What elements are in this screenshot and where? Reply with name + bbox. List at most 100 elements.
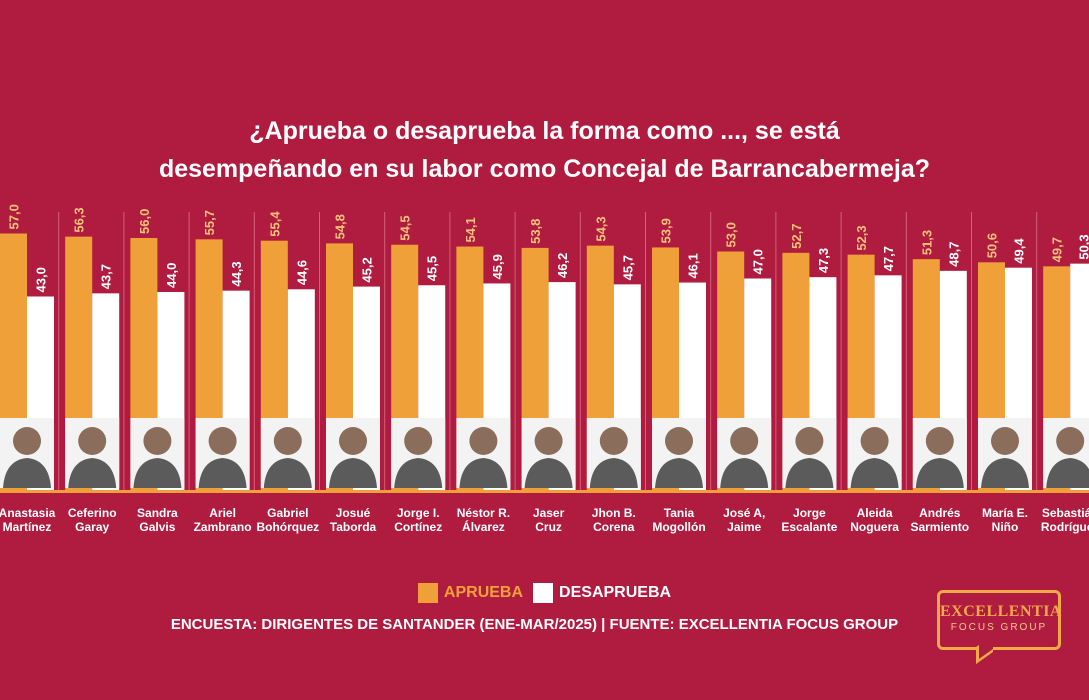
category-label: Jorge bbox=[793, 506, 826, 520]
data-label-approve: 53,8 bbox=[528, 219, 543, 244]
candidate-photo-body bbox=[589, 458, 638, 488]
candidate-photo-head bbox=[1056, 427, 1085, 455]
category-label: Anastasia bbox=[0, 506, 56, 520]
legend: APRUEBA DESAPRUEBA bbox=[0, 583, 1089, 603]
legend-item-disapprove: DESAPRUEBA bbox=[533, 583, 671, 603]
data-label-approve: 54,5 bbox=[398, 215, 413, 240]
category-label: Niño bbox=[992, 520, 1019, 534]
data-label-approve: 52,7 bbox=[789, 224, 804, 249]
category-label: Néstor R. bbox=[457, 506, 510, 520]
legend-swatch-approve bbox=[417, 583, 438, 603]
category-label: Cortínez bbox=[394, 520, 442, 534]
chart-title: ¿Aprueba o desaprueba la forma como ...,… bbox=[0, 112, 1089, 188]
category-label: Ariel bbox=[209, 506, 236, 520]
data-label-disapprove: 47,3 bbox=[816, 248, 831, 273]
category-label: Garay bbox=[75, 520, 109, 534]
category-label: Andrés bbox=[919, 506, 961, 520]
candidate-photo-head bbox=[208, 427, 237, 455]
data-label-approve: 56,3 bbox=[72, 207, 87, 232]
candidate-photo-head bbox=[599, 427, 628, 455]
category-label: Martínez bbox=[3, 520, 52, 534]
candidate-photo-head bbox=[404, 427, 433, 455]
data-label-approve: 51,3 bbox=[919, 230, 934, 255]
candidate-photo-body bbox=[655, 458, 703, 488]
category-label: Jorge I. bbox=[397, 506, 440, 520]
category-label: Jaser bbox=[533, 506, 565, 520]
logo-line-2: FOCUS GROUP bbox=[950, 622, 1048, 633]
category-label: Sebastián bbox=[1042, 506, 1089, 520]
candidate-photo-body bbox=[394, 458, 443, 488]
data-label-disapprove: 49,4 bbox=[1012, 238, 1027, 264]
candidate-photo-head bbox=[273, 427, 302, 455]
category-label: Bohórquez bbox=[256, 520, 319, 534]
data-label-disapprove: 50,3 bbox=[1077, 234, 1089, 259]
data-label-disapprove: 45,2 bbox=[360, 257, 375, 282]
candidate-photo-body bbox=[981, 458, 1029, 488]
data-label-disapprove: 46,1 bbox=[686, 253, 701, 278]
data-label-disapprove: 45,5 bbox=[425, 256, 440, 281]
category-label: Jhon B. bbox=[592, 506, 636, 520]
data-label-approve: 55,4 bbox=[267, 211, 282, 237]
candidate-photo-body bbox=[459, 458, 508, 488]
candidate-photo-head bbox=[339, 427, 367, 455]
candidate-photo-body bbox=[524, 458, 573, 488]
category-label: Galvis bbox=[139, 520, 175, 534]
data-label-disapprove: 43,0 bbox=[34, 267, 49, 292]
candidate-photo-head bbox=[143, 427, 172, 455]
category-label: Noguera bbox=[850, 520, 899, 534]
candidate-photo-body bbox=[785, 458, 834, 488]
candidate-photo-body bbox=[850, 458, 899, 488]
legend-label-disapprove: DESAPRUEBA bbox=[559, 584, 672, 601]
category-label: Escalante bbox=[781, 520, 837, 534]
category-label: Taborda bbox=[330, 520, 377, 534]
data-label-approve: 54,3 bbox=[593, 216, 608, 241]
candidate-photo-head bbox=[795, 427, 824, 455]
data-label-disapprove: 47,0 bbox=[751, 249, 766, 274]
category-label: Sandra bbox=[137, 506, 178, 520]
candidate-photo-body bbox=[68, 458, 117, 488]
candidate-photo-body bbox=[3, 458, 51, 488]
data-label-disapprove: 48,7 bbox=[946, 242, 961, 267]
category-label: Josué bbox=[336, 506, 371, 520]
data-label-approve: 53,9 bbox=[659, 218, 674, 243]
legend-label-approve: APRUEBA bbox=[443, 584, 524, 601]
data-label-approve: 49,7 bbox=[1050, 237, 1065, 262]
source-note: ENCUESTA: DIRIGENTES DE SANTANDER (ENE-M… bbox=[170, 616, 899, 633]
candidate-photo-head bbox=[13, 427, 41, 455]
candidate-photo-head bbox=[991, 427, 1019, 455]
category-label: Corena bbox=[593, 520, 635, 534]
candidate-photo-body bbox=[133, 458, 182, 488]
category-label: Zambrano bbox=[194, 520, 252, 534]
data-label-approve: 54,8 bbox=[333, 214, 348, 239]
data-label-disapprove: 44,3 bbox=[229, 261, 244, 286]
data-label-approve: 50,6 bbox=[985, 233, 1000, 258]
category-label: María E. bbox=[982, 506, 1028, 520]
data-label-disapprove: 45,9 bbox=[490, 254, 505, 279]
candidate-photo-body bbox=[198, 458, 247, 488]
candidate-photo-head bbox=[860, 427, 889, 455]
candidate-photo-head bbox=[730, 427, 759, 455]
category-label: Tania bbox=[664, 506, 695, 520]
category-label: José A, bbox=[723, 506, 765, 520]
category-label: Gabriel bbox=[267, 506, 308, 520]
legend-swatch-disapprove bbox=[533, 583, 554, 603]
category-label: Ceferino bbox=[68, 506, 117, 520]
data-label-disapprove: 43,7 bbox=[99, 264, 114, 289]
legend-item-approve: APRUEBA bbox=[417, 583, 524, 603]
candidate-photo-body bbox=[263, 458, 312, 488]
title-line-2: desempeñando en su labor como Concejal d… bbox=[158, 155, 931, 183]
data-label-approve: 57,0 bbox=[7, 204, 22, 229]
logo-speech-tail bbox=[976, 635, 993, 664]
data-label-approve: 55,7 bbox=[202, 210, 217, 235]
data-label-disapprove: 44,0 bbox=[164, 263, 179, 288]
data-label-disapprove: 45,7 bbox=[620, 255, 635, 280]
candidate-photo-head bbox=[469, 427, 498, 455]
data-label-disapprove: 44,6 bbox=[294, 260, 309, 285]
category-label: Mogollón bbox=[652, 520, 705, 534]
candidate-photo-head bbox=[925, 427, 954, 455]
candidate-photo-body bbox=[329, 458, 377, 488]
category-label: Álvarez bbox=[462, 519, 505, 534]
data-label-approve: 56,0 bbox=[137, 209, 152, 234]
category-label: Aleida bbox=[857, 506, 893, 520]
